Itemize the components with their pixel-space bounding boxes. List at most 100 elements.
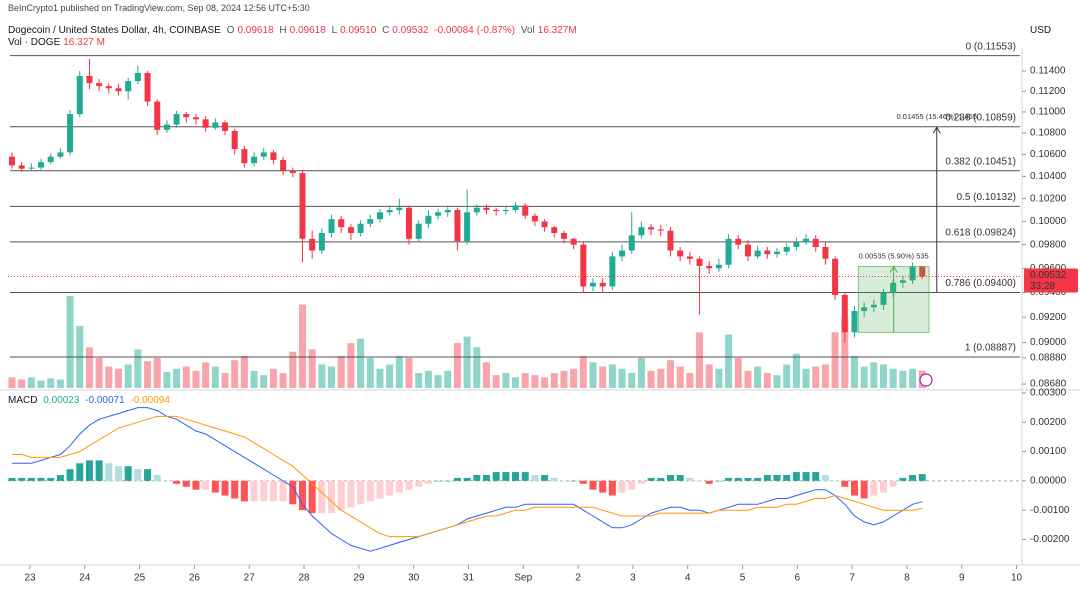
candle-body [735, 238, 742, 245]
candle-body [425, 215, 432, 224]
candle-body [47, 156, 54, 163]
candle-body [706, 265, 713, 269]
candle-body [212, 122, 219, 128]
candle-body [347, 227, 354, 233]
histogram-bar [821, 475, 829, 481]
histogram-bar [95, 460, 103, 481]
fib-label: 0.5 (0.10132) [957, 192, 1017, 203]
alert-icon [919, 373, 933, 387]
x-tick-label: 4 [685, 573, 691, 584]
histogram-bar [870, 480, 878, 496]
candle-body [628, 235, 635, 251]
candle-body [444, 210, 451, 213]
volume-bar [657, 368, 665, 388]
ohlc-key: H [279, 25, 287, 36]
histogram-bar [734, 477, 742, 481]
histogram-bar [453, 477, 461, 481]
candle-body [115, 88, 122, 92]
volume-bar [676, 366, 684, 388]
volume-bar [395, 355, 403, 388]
published-line: BeInCrypto1 published on TradingView.com… [8, 3, 310, 13]
candle-body [686, 256, 693, 259]
histogram-bar [434, 480, 442, 482]
volume-title: Vol · DOGE [8, 37, 61, 48]
volume-bar [337, 355, 345, 388]
candle-body [764, 250, 771, 255]
histogram-bar [366, 480, 374, 502]
histogram-bar [260, 480, 268, 502]
volume-bar [173, 368, 181, 388]
candle-body [841, 294, 848, 333]
histogram-bar [570, 480, 578, 482]
candle-body [192, 117, 199, 120]
volume-bar [192, 370, 200, 388]
y-tick-label: 0.00000 [1030, 476, 1067, 487]
volume-bar [211, 366, 219, 388]
candle-body [231, 130, 238, 150]
x-tick-label: 5 [740, 573, 746, 584]
candle-body [880, 292, 887, 305]
volume-bar [715, 368, 723, 388]
histogram-bar [744, 477, 752, 481]
histogram-bar [269, 480, 277, 502]
y-tick-label: 0.10000 [1030, 216, 1067, 227]
candle-body [638, 227, 645, 236]
x-tick-label: 6 [795, 573, 801, 584]
candle-body [744, 244, 751, 257]
ohlc-key: C [382, 25, 390, 36]
candle-body [57, 152, 64, 157]
candle-body [260, 152, 267, 157]
candle-body [522, 205, 529, 216]
histogram-bar [153, 475, 161, 481]
histogram-bar [521, 472, 529, 481]
histogram-bar [124, 466, 132, 481]
ohlc-key: L [331, 25, 338, 36]
ohlc-value: 0.09618 [237, 25, 274, 36]
volume-bar [250, 370, 258, 388]
y-tick-label: 0.00200 [1030, 417, 1067, 428]
histogram-bar [589, 480, 597, 490]
histogram-bar [463, 477, 471, 481]
candle-body [415, 223, 422, 239]
histogram-bar [579, 480, 587, 484]
vol-key: Vol [520, 25, 535, 36]
histogram-bar [173, 480, 181, 484]
histogram-bar [415, 480, 423, 487]
histogram-bar [85, 460, 93, 481]
volume-bar [637, 358, 645, 388]
macd-line [12, 407, 923, 552]
volume-bar [328, 366, 336, 388]
histogram-bar [531, 475, 539, 481]
volume-bar [521, 373, 529, 388]
candle-body [454, 210, 461, 242]
histogram-bar [473, 475, 481, 481]
histogram-bar [880, 480, 888, 493]
volume-bar [792, 353, 800, 388]
volume-bar [376, 368, 384, 388]
histogram-bar [560, 480, 568, 482]
macd-legend: MACD 0.00023 -0.00071 -0.00094 [8, 395, 173, 406]
candle-body [851, 310, 858, 333]
volume-bar [628, 373, 636, 388]
y-tick-label: 0.10400 [1030, 171, 1067, 182]
volume-bar [308, 349, 316, 388]
volume-bar [27, 377, 35, 388]
histogram-bar [56, 475, 64, 481]
y-tick-label: 0.11200 [1030, 86, 1066, 97]
candle-body [396, 207, 403, 211]
volume-bar [240, 355, 248, 388]
volume-bar [163, 371, 171, 388]
candle-body [241, 149, 248, 164]
volume-bar [541, 377, 549, 388]
fib-label: 0.786 (0.09400) [945, 278, 1016, 289]
candle-body [328, 219, 335, 233]
histogram-bar [231, 480, 239, 499]
volume-bar [289, 351, 297, 388]
candle-body [667, 230, 674, 251]
histogram-bar [47, 477, 55, 481]
volume-bar [231, 360, 239, 388]
histogram-bar [405, 480, 413, 490]
volume-bar [47, 378, 55, 388]
candle-body [870, 304, 877, 308]
